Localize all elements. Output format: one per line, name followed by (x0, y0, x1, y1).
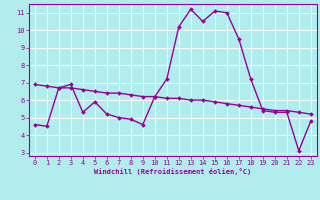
X-axis label: Windchill (Refroidissement éolien,°C): Windchill (Refroidissement éolien,°C) (94, 168, 252, 175)
